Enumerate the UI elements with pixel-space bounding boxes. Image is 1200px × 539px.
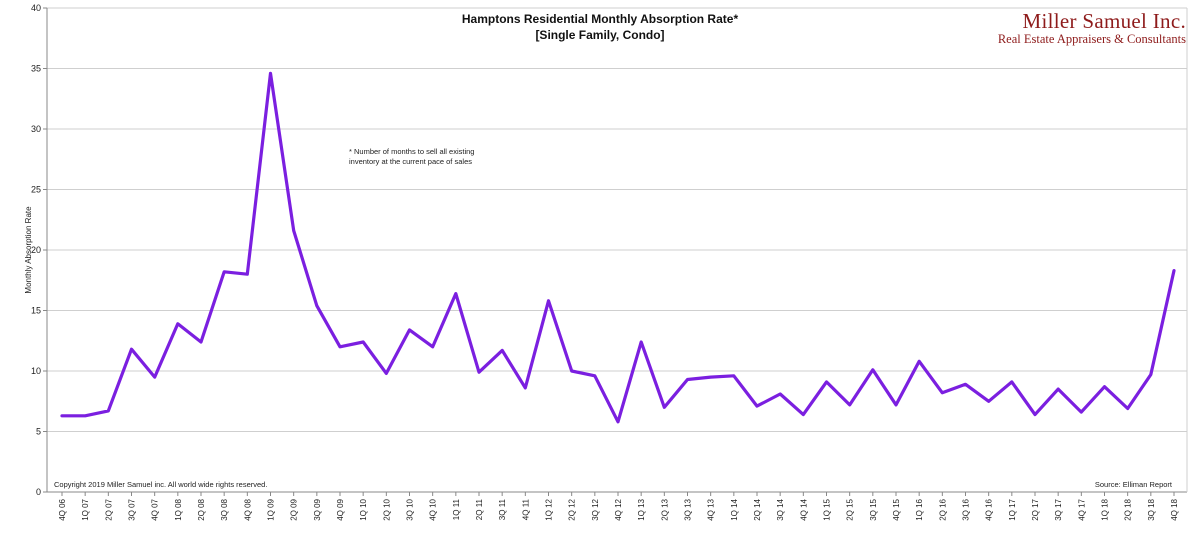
x-tick-label: 2Q 18 [1124, 498, 1133, 520]
x-tick-label: 4Q 12 [614, 498, 623, 520]
y-tick-label: 35 [31, 64, 41, 74]
y-axis-label: Monthly Absorption Rate [24, 206, 33, 294]
x-tick-label: 4Q 11 [521, 498, 530, 520]
x-tick-label: 3Q 12 [591, 498, 600, 520]
annotation-line-2: inventory at the current pace of sales [349, 157, 472, 166]
x-tick-label: 3Q 07 [128, 498, 137, 520]
x-tick-label: 3Q 16 [962, 498, 971, 520]
x-tick-label: 4Q 07 [151, 498, 160, 520]
x-tick-label: 2Q 10 [382, 498, 391, 520]
x-tick-label: 1Q 16 [915, 498, 924, 520]
x-tick-label: 2Q 08 [197, 498, 206, 520]
x-tick-label: 1Q 18 [1101, 498, 1110, 520]
annotation-note: * Number of months to sell all existing … [349, 147, 519, 167]
y-tick-label: 40 [31, 3, 41, 13]
y-tick-label: 10 [31, 366, 41, 376]
x-tick-label: 3Q 14 [776, 498, 785, 520]
x-tick-label: 3Q 09 [313, 498, 322, 520]
y-tick-label: 5 [36, 427, 41, 437]
x-tick-label: 4Q 16 [985, 498, 994, 520]
x-tick-label: 4Q 18 [1170, 498, 1179, 520]
x-tick-label: 1Q 09 [267, 498, 276, 520]
gridlines [47, 7, 1187, 432]
x-tick-label: 1Q 17 [1008, 498, 1017, 520]
x-tick-label: 4Q 06 [58, 498, 67, 520]
y-tick-label: 0 [36, 487, 41, 497]
x-tick-label: 4Q 08 [243, 498, 252, 520]
chart-title: Hamptons Residential Monthly Absorption … [461, 12, 739, 26]
x-tick-label: 2Q 09 [290, 498, 299, 520]
x-tick-label: 1Q 12 [545, 498, 554, 520]
copyright-text: Copyright 2019 Miller Samuel inc. All wo… [54, 480, 268, 489]
x-tick-label: 4Q 14 [799, 498, 808, 520]
x-tick-label: 4Q 15 [892, 498, 901, 520]
brand-name: Miller Samuel Inc. [1022, 9, 1186, 33]
x-tick-label: 2Q 11 [475, 498, 484, 520]
x-tick-label: 1Q 11 [452, 498, 461, 520]
x-tick-label: 1Q 15 [823, 498, 832, 520]
x-tick-label: 1Q 08 [174, 498, 183, 520]
x-tick-label: 1Q 13 [637, 498, 646, 520]
axes [43, 7, 1188, 496]
source-text: Source: Elliman Report [1094, 480, 1172, 489]
y-tick-label: 25 [31, 185, 41, 195]
x-tick-label: 4Q 13 [707, 498, 716, 520]
series-line [60, 71, 1176, 424]
x-tick-label: 3Q 13 [684, 498, 693, 520]
y-tick-labels: 0 5 10 15 20 25 30 35 40 [31, 3, 41, 497]
x-tick-label: 1Q 14 [730, 498, 739, 520]
annotation-line-1: * Number of months to sell all existing [349, 147, 475, 156]
x-tick-label: 2Q 17 [1031, 498, 1040, 520]
x-tick-labels: 4Q 06 1Q 07 2Q 07 3Q 07 4Q 07 1Q 08 2Q 08 3Q 08… [58, 498, 1179, 520]
x-tick-label: 3Q 11 [498, 498, 507, 520]
x-tick-label: 4Q 17 [1077, 498, 1086, 520]
x-tick-label: 3Q 15 [869, 498, 878, 520]
x-tick-label: 2Q 15 [846, 498, 855, 520]
x-tick-label: 3Q 10 [406, 498, 415, 520]
x-tick-label: 3Q 17 [1054, 498, 1063, 520]
brand-logo: Miller Samuel Inc. Real Estate Appraiser… [998, 10, 1186, 47]
y-tick-label: 30 [31, 124, 41, 134]
x-tick-label: 4Q 09 [336, 498, 345, 520]
x-tick-label: 2Q 13 [660, 498, 669, 520]
chart-subtitle: [Single Family, Condo] [535, 28, 665, 42]
x-tick-label: 4Q 10 [429, 498, 438, 520]
x-tick-label: 2Q 14 [753, 498, 762, 520]
x-tick-label: 2Q 12 [568, 498, 577, 520]
x-tick-label: 1Q 10 [359, 498, 368, 520]
x-tick-label: 1Q 07 [81, 498, 90, 520]
brand-tagline: Real Estate Appraisers & Consultants [997, 32, 1186, 46]
x-tick-label: 3Q 08 [220, 498, 229, 520]
x-tick-label: 3Q 18 [1147, 498, 1156, 520]
x-tick-label: 2Q 16 [938, 498, 947, 520]
y-tick-label: 20 [31, 245, 41, 255]
y-tick-label: 15 [31, 306, 41, 316]
x-tick-label: 2Q 07 [104, 498, 113, 520]
